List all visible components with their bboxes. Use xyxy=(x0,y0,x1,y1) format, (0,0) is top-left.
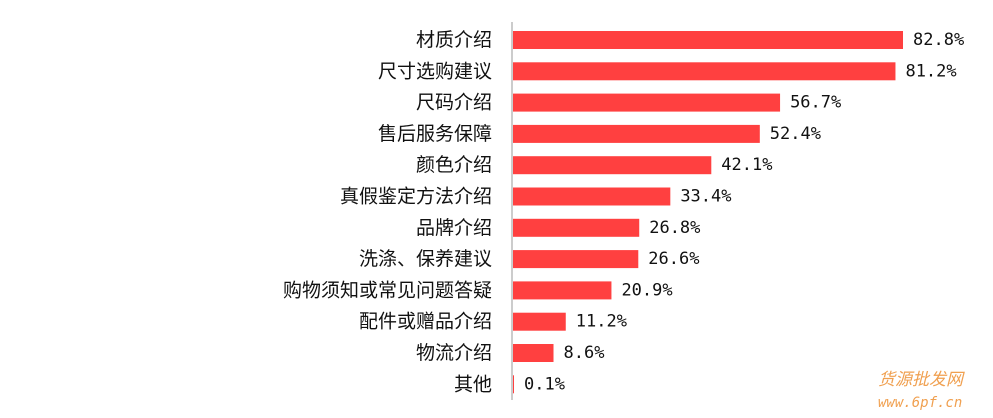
bar xyxy=(513,281,612,300)
bar xyxy=(513,375,514,394)
category-label: 真假鉴定方法介绍 xyxy=(340,186,492,208)
category-label: 尺寸选购建议 xyxy=(378,60,492,82)
bar xyxy=(513,250,639,269)
bar xyxy=(513,62,896,81)
category-label: 尺码介绍 xyxy=(416,92,492,114)
category-label: 售后服务保障 xyxy=(378,123,492,145)
category-label: 配件或赠品介绍 xyxy=(359,311,492,333)
category-label: 洗涤、保养建议 xyxy=(359,248,492,270)
watermark: 货源批发网 www.6pf.cn xyxy=(878,370,965,411)
value-label: 26.8% xyxy=(649,218,700,238)
category-label: 其他 xyxy=(454,373,492,395)
bars-group: 材质介绍 82.8% 尺寸选购建议 81.2% 尺码介绍 56.7% 售后服务保障 52.4%… xyxy=(283,29,964,395)
bar xyxy=(513,218,640,237)
category-label: 材质介绍 xyxy=(416,29,492,51)
bar xyxy=(513,124,760,143)
category-label: 颜色介绍 xyxy=(416,154,492,176)
value-label: 52.4% xyxy=(770,124,821,144)
value-label: 0.1% xyxy=(524,374,565,394)
watermark-line2: www.6pf.cn xyxy=(878,395,962,411)
value-label: 33.4% xyxy=(680,187,731,207)
category-label: 物流介绍 xyxy=(416,342,492,364)
value-label: 42.1% xyxy=(721,155,772,175)
value-label: 20.9% xyxy=(621,280,672,300)
bar xyxy=(513,156,712,175)
value-label: 8.6% xyxy=(564,343,605,363)
bar xyxy=(513,93,781,112)
category-label: 品牌介绍 xyxy=(416,217,492,239)
value-label: 81.2% xyxy=(905,61,956,81)
bar xyxy=(513,312,566,331)
value-label: 82.8% xyxy=(913,30,964,50)
value-label: 11.2% xyxy=(576,312,627,332)
category-label: 购物须知或常见问题答疑 xyxy=(283,279,492,301)
bar xyxy=(513,31,903,49)
bar xyxy=(513,344,554,362)
watermark-line1: 货源批发网 xyxy=(878,370,965,390)
value-label: 56.7% xyxy=(790,93,841,113)
value-label: 26.6% xyxy=(648,249,699,269)
bar xyxy=(513,187,671,206)
